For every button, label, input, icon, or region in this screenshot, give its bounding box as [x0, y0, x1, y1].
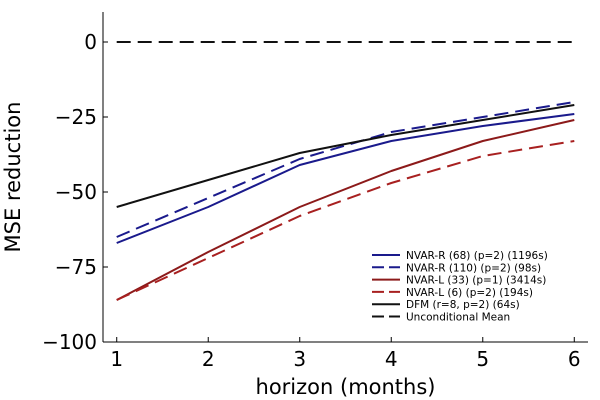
x-tick-label: 5 — [476, 347, 489, 371]
y-tick-label: −100 — [42, 330, 97, 354]
y-tick-label: −75 — [55, 255, 97, 279]
legend-label: NVAR-R (110) (p=2) (98s) — [406, 262, 541, 274]
series-line-nvar-r-68-p-2-1196s — [116, 113, 575, 244]
x-tick-label: 1 — [110, 347, 123, 371]
y-tick-label: 0 — [84, 30, 97, 54]
legend: NVAR-R (68) (p=2) (1196s)NVAR-R (110) (p… — [372, 250, 548, 324]
y-axis-title: MSE reduction — [1, 102, 25, 253]
axes: 0 −25 −50 −75 −100 1 2 3 4 5 6 — [42, 12, 588, 371]
series-line-nvar-l-6-p-2-194s — [116, 140, 575, 301]
plot-area — [116, 41, 575, 301]
x-tick-label: 3 — [293, 347, 306, 371]
legend-label: NVAR-L (6) (p=2) (194s) — [406, 287, 533, 299]
x-tick-label: 2 — [202, 347, 215, 371]
series-line-nvar-l-33-p-1-3414s — [116, 119, 575, 301]
x-axis-title: horizon (months) — [256, 375, 436, 399]
y-tick-label: −50 — [55, 180, 97, 204]
x-tick-label: 4 — [385, 347, 398, 371]
y-tick-label: −25 — [55, 105, 97, 129]
legend-label: NVAR-L (33) (p=1) (3414s) — [406, 275, 546, 287]
legend-label: DFM (r=8, p=2) (64s) — [406, 299, 520, 311]
legend-label: NVAR-R (68) (p=2) (1196s) — [406, 250, 548, 262]
series-line-dfm-r-8-p-2-64s — [116, 104, 575, 208]
series-line-nvar-r-110-p-2-98s — [116, 101, 575, 238]
legend-label: Unconditional Mean — [406, 312, 510, 324]
x-tick-label: 6 — [568, 347, 581, 371]
